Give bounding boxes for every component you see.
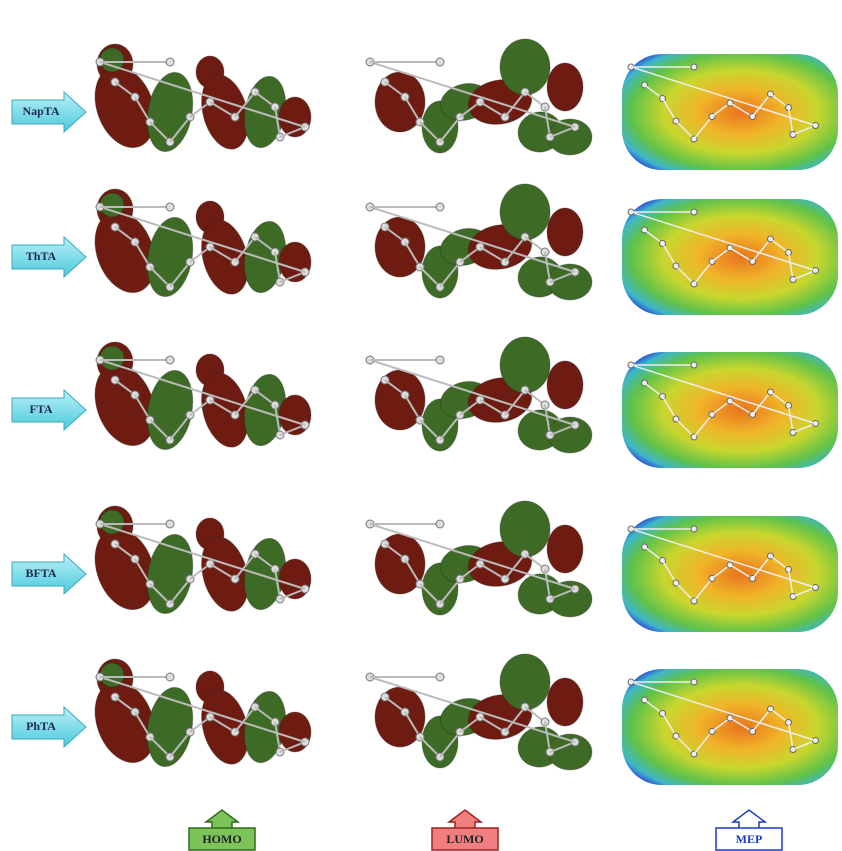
mep-surface	[622, 54, 838, 170]
orbital-lobe	[500, 184, 550, 240]
column-label: HOMO	[202, 832, 241, 846]
atom	[166, 673, 174, 681]
row: PhTA	[12, 654, 838, 785]
atom	[691, 526, 697, 532]
mep-surface	[622, 352, 838, 468]
atom	[436, 673, 444, 681]
orbital-lobe	[547, 678, 583, 726]
row-label: ThTA	[26, 249, 57, 263]
column-label: LUMO	[446, 832, 483, 846]
orbital-lobe	[500, 337, 550, 393]
column-label: MEP	[736, 832, 763, 846]
atom	[436, 58, 444, 66]
atom	[166, 356, 174, 364]
atom	[166, 520, 174, 528]
atom	[691, 64, 697, 70]
orbital-lobe	[500, 654, 550, 710]
mep-surface	[622, 669, 838, 785]
orbital-lobe	[547, 208, 583, 256]
row: BFTA	[12, 501, 838, 632]
row: FTA	[12, 337, 838, 468]
row-label: FTA	[29, 402, 52, 416]
orbital-lobe	[500, 501, 550, 557]
orbital-lobe	[547, 525, 583, 573]
row: ThTA	[12, 184, 838, 315]
mep-surface	[622, 199, 838, 315]
atom	[691, 209, 697, 215]
atom	[436, 520, 444, 528]
figure: NapTA ThTA FTA BFTA PhTA HOMO LUMO MEP	[0, 0, 842, 851]
row-label: PhTA	[26, 719, 56, 733]
mep-surface	[622, 516, 838, 632]
atom	[436, 356, 444, 364]
row-label: NapTA	[22, 104, 59, 118]
atom	[436, 203, 444, 211]
atom	[166, 203, 174, 211]
orbital-lobe	[500, 39, 550, 95]
orbital-lobe	[547, 361, 583, 409]
atom	[691, 362, 697, 368]
atom	[691, 679, 697, 685]
row: NapTA	[12, 39, 838, 170]
atom	[166, 58, 174, 66]
orbital-lobe	[547, 63, 583, 111]
row-label: BFTA	[25, 566, 56, 580]
